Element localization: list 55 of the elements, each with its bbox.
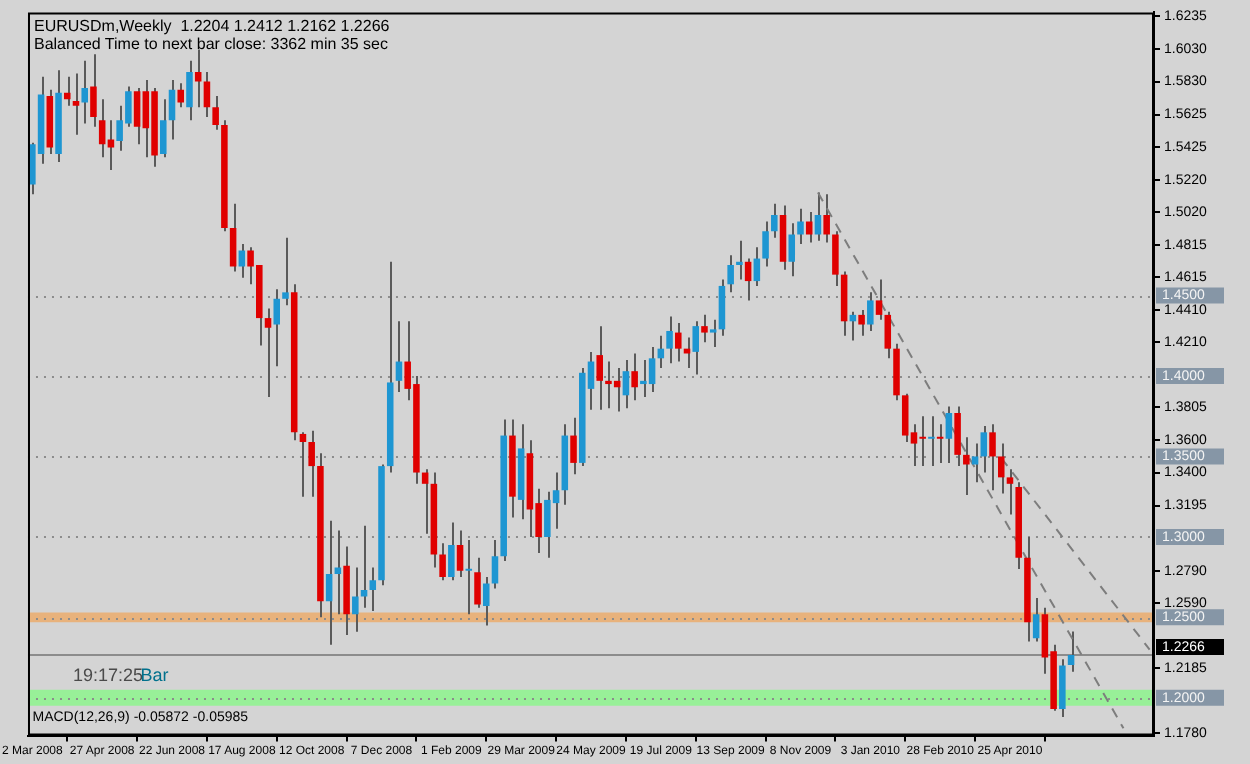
candlestick: [238, 243, 246, 279]
candlestick: [465, 539, 473, 616]
candlestick: [160, 98, 167, 159]
annotation: Bar: [140, 664, 169, 685]
candlestick: [369, 566, 377, 612]
candlestick: [325, 519, 333, 646]
candlestick: [63, 75, 71, 107]
candlestick: [858, 309, 865, 337]
candlestick: [692, 320, 700, 376]
candlestick: [491, 539, 499, 590]
candlestick: [936, 423, 944, 464]
candlestick: [814, 191, 822, 242]
candlestick: [675, 321, 682, 363]
candlestick: [648, 346, 656, 394]
candlestick: [395, 320, 403, 394]
candlestick: [474, 556, 481, 609]
candlestick: [1059, 658, 1066, 719]
candlestick: [753, 246, 761, 287]
candlestick: [980, 424, 988, 474]
candlestick: [919, 415, 926, 468]
candlestick: [544, 490, 551, 559]
candlestick: [928, 415, 935, 468]
text: Balanced Time to next bar close: 3362 min 35 sec: [33, 34, 388, 53]
annotation: 19:17:25: [73, 664, 144, 685]
candlestick: [186, 59, 193, 122]
candlestick: [282, 236, 289, 307]
candlestick: [1067, 630, 1075, 673]
candlestick: [867, 291, 874, 332]
candlestick: [299, 431, 307, 498]
candlestick: [264, 307, 272, 398]
candlestick: [570, 416, 577, 476]
candlestick: [823, 193, 830, 244]
candlestick: [901, 392, 909, 443]
candlestick: [788, 222, 796, 278]
candlestick: [989, 423, 996, 492]
candlestick: [622, 358, 630, 410]
candlestick: [133, 87, 141, 146]
candlestick: [142, 78, 150, 159]
candlestick: [107, 119, 115, 172]
candlestick: [194, 48, 202, 109]
candlestick: [779, 204, 787, 271]
candlestick: [945, 405, 953, 464]
candlestick: [701, 313, 708, 344]
candlestick: [448, 521, 455, 582]
candlestick: [631, 352, 638, 402]
candlestick: [352, 566, 359, 633]
candlestick: [72, 72, 80, 136]
chart-title: EURUSDm,Weekly 1.2204 1.2412 1.2162 1.2266: [33, 16, 391, 35]
candlestick: [666, 315, 673, 365]
candlestick: [456, 529, 464, 579]
candlestick: [177, 82, 185, 109]
candlestick: [736, 239, 743, 281]
candlestick: [997, 442, 1005, 495]
candlestick: [229, 202, 237, 273]
candlestick: [640, 358, 647, 398]
